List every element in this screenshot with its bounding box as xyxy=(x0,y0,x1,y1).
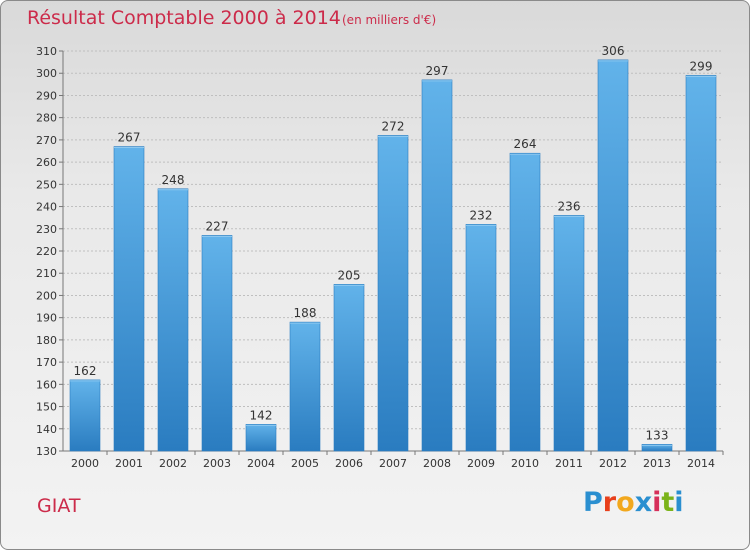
y-tick-label: 130 xyxy=(36,445,57,458)
value-label: 232 xyxy=(470,208,493,222)
commune-name: GIAT xyxy=(37,495,81,517)
y-tick-label: 200 xyxy=(36,289,57,302)
proxiti-logo: Proxiti xyxy=(583,487,684,518)
bar xyxy=(289,321,321,452)
bar xyxy=(597,59,629,452)
chart-title: Résultat Comptable 2000 à 2014 xyxy=(27,7,341,29)
y-tick-label: 140 xyxy=(36,423,57,436)
bar xyxy=(333,284,365,452)
x-tick-label: 2014 xyxy=(687,457,715,470)
value-label: 142 xyxy=(250,408,273,422)
bar xyxy=(69,379,101,452)
x-tick-label: 2005 xyxy=(291,457,319,470)
y-tick-label: 280 xyxy=(36,112,57,125)
y-tick-label: 190 xyxy=(36,312,57,325)
bar xyxy=(245,424,277,452)
value-label: 162 xyxy=(74,364,97,378)
bar xyxy=(509,152,541,452)
x-tick-label: 2004 xyxy=(247,457,275,470)
y-tick-label: 170 xyxy=(36,356,57,369)
y-tick-label: 270 xyxy=(36,134,57,147)
x-tick-label: 2007 xyxy=(379,457,407,470)
bar xyxy=(157,188,189,452)
bar xyxy=(421,79,453,452)
bar xyxy=(113,146,145,452)
y-tick-label: 220 xyxy=(36,245,57,258)
y-tick-label: 210 xyxy=(36,267,57,280)
x-tick-label: 2012 xyxy=(599,457,627,470)
bar xyxy=(553,215,585,452)
x-tick-label: 2008 xyxy=(423,457,451,470)
value-label: 236 xyxy=(558,199,581,213)
value-label: 248 xyxy=(162,173,185,187)
x-tick-label: 2002 xyxy=(159,457,187,470)
y-tick-label: 230 xyxy=(36,223,57,236)
logo-letter: t xyxy=(661,487,675,518)
value-label: 227 xyxy=(206,219,229,233)
logo-letter: o xyxy=(616,487,635,518)
y-tick-label: 240 xyxy=(36,201,57,214)
x-tick-label: 2000 xyxy=(71,457,99,470)
bar xyxy=(201,235,233,452)
value-label: 205 xyxy=(338,268,361,282)
value-label: 272 xyxy=(382,119,405,133)
y-tick-label: 160 xyxy=(36,378,57,391)
bar xyxy=(641,444,673,452)
x-tick-label: 2003 xyxy=(203,457,231,470)
value-label: 299 xyxy=(690,59,713,73)
logo-letter: i xyxy=(652,487,662,518)
x-tick-label: 2010 xyxy=(511,457,539,470)
x-tick-label: 2011 xyxy=(555,457,583,470)
logo-letter: r xyxy=(602,487,617,518)
y-tick-label: 180 xyxy=(36,334,57,347)
x-tick-label: 2006 xyxy=(335,457,363,470)
value-label: 306 xyxy=(602,44,625,58)
value-label: 133 xyxy=(646,428,669,442)
y-tick-label: 250 xyxy=(36,178,57,191)
x-tick-label: 2013 xyxy=(643,457,671,470)
y-tick-label: 150 xyxy=(36,401,57,414)
x-tick-label: 2009 xyxy=(467,457,495,470)
logo-letter: i xyxy=(674,487,684,518)
bar xyxy=(377,135,409,452)
value-label: 188 xyxy=(294,306,317,320)
value-label: 264 xyxy=(514,137,537,151)
y-tick-label: 300 xyxy=(36,67,57,80)
y-tick-label: 290 xyxy=(36,89,57,102)
y-tick-label: 260 xyxy=(36,156,57,169)
bar xyxy=(685,75,717,452)
value-label: 297 xyxy=(426,64,449,78)
logo-letter: P xyxy=(583,487,603,518)
x-tick-label: 2001 xyxy=(115,457,143,470)
y-tick-label: 310 xyxy=(36,45,57,58)
value-label: 267 xyxy=(118,131,141,145)
chart-subtitle: (en milliers d'€) xyxy=(342,13,437,27)
bar xyxy=(465,224,497,452)
logo-letter: x xyxy=(634,487,653,518)
